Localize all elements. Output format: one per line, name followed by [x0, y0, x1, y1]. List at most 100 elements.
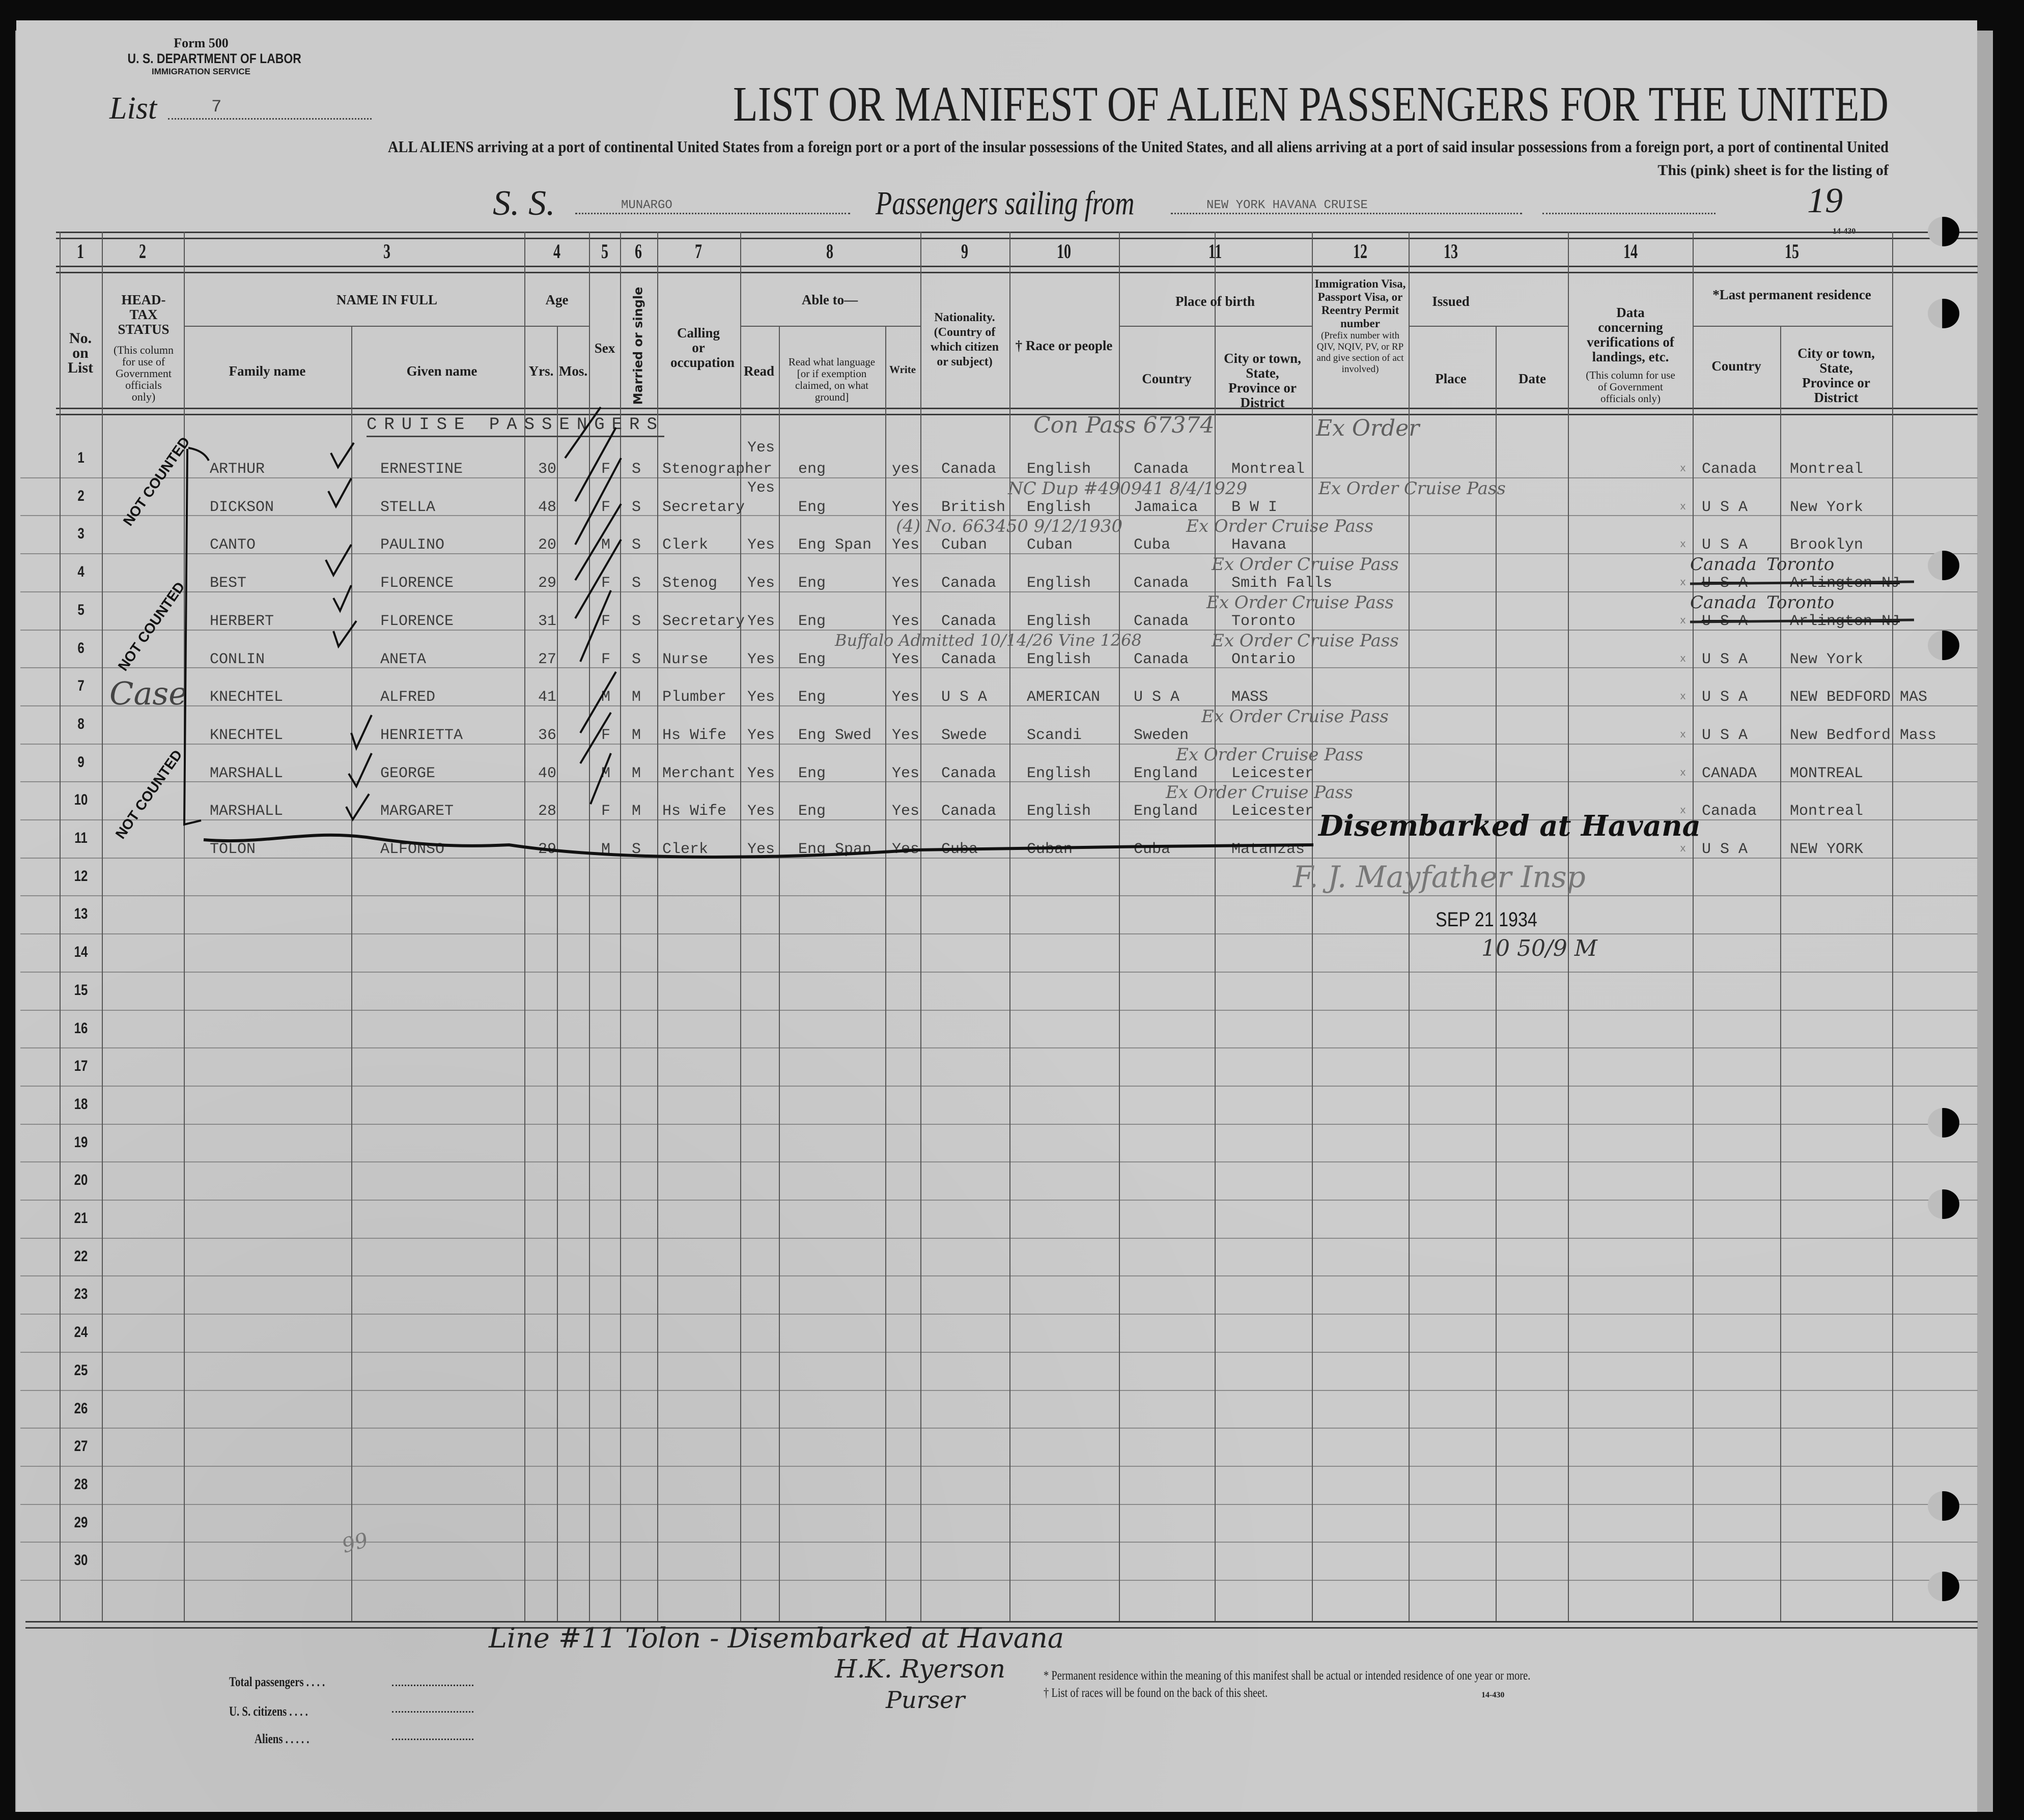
cell-read: Yes: [747, 726, 775, 744]
cell-nationality: Cuban: [941, 536, 988, 554]
binder-hole: [1928, 551, 1959, 580]
cell-birth-city: Smith Falls: [1231, 575, 1333, 592]
tally-strokes: [564, 406, 622, 805]
row-number: 17: [74, 1058, 88, 1075]
cell-occupation: Secretary: [662, 612, 745, 630]
sailing-label: Passengers sailing from: [876, 185, 1135, 222]
handwritten-note: Canada: [1690, 592, 1757, 613]
cell-birth-country: England: [1134, 803, 1198, 820]
cell-read: Yes: [747, 536, 775, 554]
cell-race: AMERICAN: [1027, 689, 1101, 706]
header-res-country: Country: [1711, 358, 1761, 374]
rule-row: [20, 1542, 1978, 1543]
rule-row: [20, 705, 1978, 706]
cell-write: Yes: [892, 726, 920, 744]
section-label: CRUISE PASSENGERS: [367, 415, 664, 437]
cell-birth-country: Sweden: [1134, 726, 1189, 744]
title-box: LIST OR MANIFEST OF ALIEN PASSENGERS FOR…: [733, 76, 1889, 132]
column-number: 9: [961, 240, 968, 263]
line-11-note: Line #11 Tolon - Disembarked at Havana: [489, 1622, 1064, 1654]
cell-yrs: 31: [538, 612, 557, 630]
cell-marital: M: [632, 689, 641, 706]
cell-birth-country: Canada: [1134, 575, 1189, 592]
cell-race: Cuban: [1027, 536, 1073, 554]
column-number: 11: [1208, 240, 1222, 263]
rule-column: [1568, 232, 1569, 1621]
cell-family: ARTHUR: [210, 461, 265, 478]
row-number: 3: [77, 525, 85, 543]
manifest-sheet: [16, 20, 1977, 1812]
ss-label: S. S.: [493, 184, 555, 223]
header-mos: Mos.: [558, 363, 588, 379]
header-able-to: Able to—: [801, 292, 858, 307]
cell-birth-city: Havana: [1231, 536, 1287, 554]
total-passengers-field[interactable]: [392, 1685, 473, 1686]
column-number: 15: [1785, 240, 1799, 263]
cell-birth-country: Jamaica: [1134, 498, 1198, 516]
row-number: 25: [74, 1361, 88, 1379]
cell-res-city: New York: [1790, 650, 1864, 668]
rule-row: [20, 1466, 1978, 1467]
cell-write: Yes: [892, 536, 920, 554]
rule-row: [20, 1428, 1978, 1429]
row-number: 15: [74, 981, 88, 999]
us-citizens-field[interactable]: [392, 1711, 473, 1713]
sailing-from: NEW YORK HAVANA CRUISE: [1206, 198, 1368, 212]
cell-yrs: 20: [538, 536, 557, 554]
rule-row: [20, 1010, 1978, 1011]
rule-column: [620, 232, 621, 1621]
cell-language: Eng: [798, 803, 826, 820]
list-number: 7: [211, 98, 222, 117]
cell-res-city: MONTREAL: [1790, 764, 1864, 782]
rule-row: [20, 667, 1978, 668]
row-number: 13: [74, 905, 88, 923]
cell-language: Eng: [798, 612, 826, 630]
cell-res-city: Montreal: [1790, 461, 1864, 478]
cell-family: KNECHTEL: [210, 689, 284, 706]
cell-occupation: Merchant: [662, 764, 736, 782]
purser-title: Purser: [886, 1686, 965, 1714]
cell-occupation: Hs Wife: [662, 803, 727, 820]
row-number: 1: [77, 449, 85, 466]
handwritten-note: Ex Order Cruise Pass: [1176, 745, 1363, 765]
strike-row-11: [203, 833, 1314, 859]
rule-row: [20, 1390, 1978, 1391]
cell-occupation: Hs Wife: [662, 726, 727, 744]
rule-column: [740, 232, 741, 1621]
cell-nationality: Canada: [941, 803, 997, 820]
aliens-field[interactable]: [392, 1739, 473, 1740]
verification-label: Data concerning verifications of landing…: [1587, 305, 1674, 364]
check-mark: [325, 442, 373, 821]
row-number: 23: [74, 1286, 88, 1303]
cell-birth-city: Montreal: [1231, 461, 1305, 478]
rule-row: [20, 1047, 1978, 1048]
cell-family: BEST: [210, 575, 247, 592]
table-row: 6 CONLIN ANETA 27 F S Nurse Yes Eng Yes Canada Engl…: [0, 630, 2024, 668]
cell-race: English: [1027, 803, 1091, 820]
cell-res-country: U S A: [1702, 498, 1748, 516]
rule-column: [1892, 232, 1893, 1621]
cell-race: English: [1027, 764, 1091, 782]
rule-subcolumn: [1496, 326, 1497, 1621]
head-tax-label: HEAD-TAX STATUS: [118, 292, 170, 337]
year-label: 19: [1807, 181, 1843, 220]
rule-row: [20, 781, 1978, 782]
cell-occupation: Clerk: [662, 536, 709, 554]
cell-marital: S: [632, 612, 641, 630]
header-head-tax: HEAD-TAX STATUS (This column for use of …: [113, 293, 174, 403]
cell-nationality: Canada: [941, 764, 997, 782]
rule-subheader: [184, 326, 589, 327]
header-race: † Race or people: [1015, 338, 1113, 353]
handwritten-note: Con Pass 67374: [1033, 412, 1215, 438]
cell-nationality: Swede: [941, 726, 988, 744]
row-number: 6: [77, 639, 85, 657]
inspector-signature: F. J. Mayfather Insp: [1293, 860, 1586, 894]
ship-name: MUNARGO: [621, 198, 672, 212]
cell-res-country: CANADA: [1702, 764, 1757, 782]
table-row: 9 MARSHALL GEORGE 40 M M Merchant Yes Eng Yes Cana…: [0, 744, 2024, 782]
table-row: 7 KNECHTEL ALFRED 41 M M Plumber Yes Eng Yes U S A…: [0, 667, 2024, 705]
cell-birth-country: Cuba: [1134, 841, 1171, 858]
column-number: 4: [553, 240, 560, 263]
rule-subheader: [1693, 326, 1892, 327]
row-number: 28: [74, 1475, 88, 1493]
